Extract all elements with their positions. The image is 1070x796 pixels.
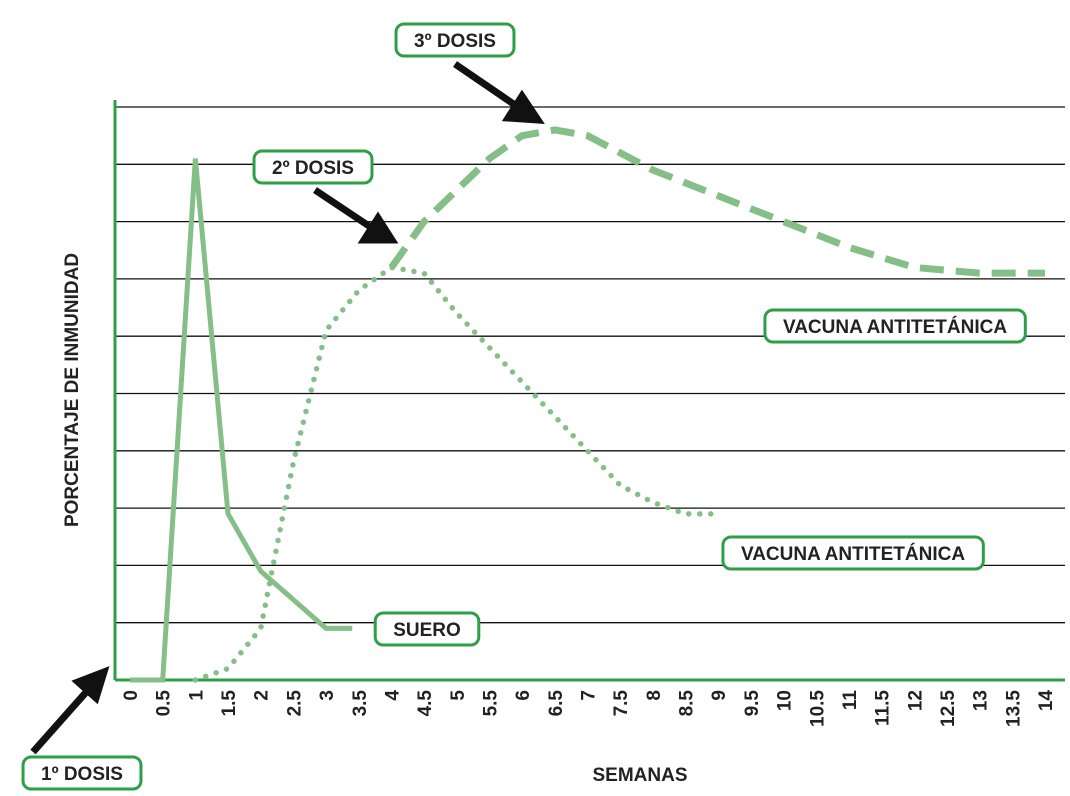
series-line	[388, 126, 1045, 277]
annotation: 2º DOSIS	[272, 158, 354, 179]
x-tick-label: 3	[317, 690, 338, 701]
annotation: 3º DOSIS	[414, 31, 496, 52]
x-tick-label: 1	[186, 690, 207, 701]
arrow	[30, 687, 91, 755]
x-tick-label: 3.5	[350, 690, 371, 717]
annotation-box	[21, 755, 143, 791]
x-tick-label: 0	[121, 690, 142, 701]
x-tick-label: 5.5	[480, 690, 501, 717]
annotation-box	[394, 22, 516, 58]
arrow	[313, 187, 374, 231]
x-tick-label: 4	[382, 690, 403, 701]
x-tick-label: 1.5	[219, 690, 240, 717]
x-tick-label: 10.5	[807, 690, 828, 727]
series-line	[192, 264, 721, 683]
x-tick-label: 8.5	[677, 690, 698, 717]
x-tick-label: 4.5	[415, 690, 436, 717]
x-tick-label: 5	[448, 690, 469, 701]
x-tick-label: 11.5	[873, 690, 894, 726]
x-tick-label: 6	[513, 690, 534, 701]
annotation-box	[252, 149, 374, 185]
x-tick-label: 9.5	[742, 690, 763, 717]
series-label: VACUNA ANTITETÁNICA	[741, 543, 965, 565]
arrowhead	[357, 211, 399, 244]
x-tick-label: 13	[971, 690, 992, 711]
x-tick-label: 14	[1036, 690, 1057, 712]
arrowhead	[71, 666, 110, 705]
x-tick-label: 7.5	[611, 690, 632, 717]
series-label: SUERO	[393, 620, 461, 641]
arrowhead	[501, 89, 545, 124]
x-tick-label: 11	[840, 690, 861, 711]
x-tick-label: 8	[644, 690, 665, 701]
x-tick-label: 2	[252, 690, 273, 701]
y-axis-label: PORCENTAJE DE INMUNIDAD	[62, 253, 83, 527]
series-line	[130, 158, 353, 683]
series-label-box	[763, 308, 1027, 344]
x-tick-label: 10	[775, 690, 796, 711]
annotation: 1º DOSIS	[41, 764, 123, 785]
x-tick-label: 12.5	[938, 690, 959, 727]
x-tick-label: 6.5	[546, 690, 567, 717]
arrow	[453, 61, 517, 108]
series-label-box	[721, 535, 985, 571]
x-tick-label: 13.5	[1003, 690, 1024, 727]
x-tick-label: 2.5	[284, 690, 305, 717]
series-label-box	[373, 611, 481, 647]
x-tick-label: 9	[709, 690, 730, 701]
x-tick-label: 7	[579, 690, 600, 701]
x-tick-label: 12	[905, 690, 926, 711]
x-tick-label: 0.5	[154, 690, 175, 717]
arrows	[30, 61, 545, 755]
x-axis-label: SEMANAS	[592, 765, 687, 786]
series-label: VACUNA ANTITETÁNICA	[783, 316, 1007, 338]
